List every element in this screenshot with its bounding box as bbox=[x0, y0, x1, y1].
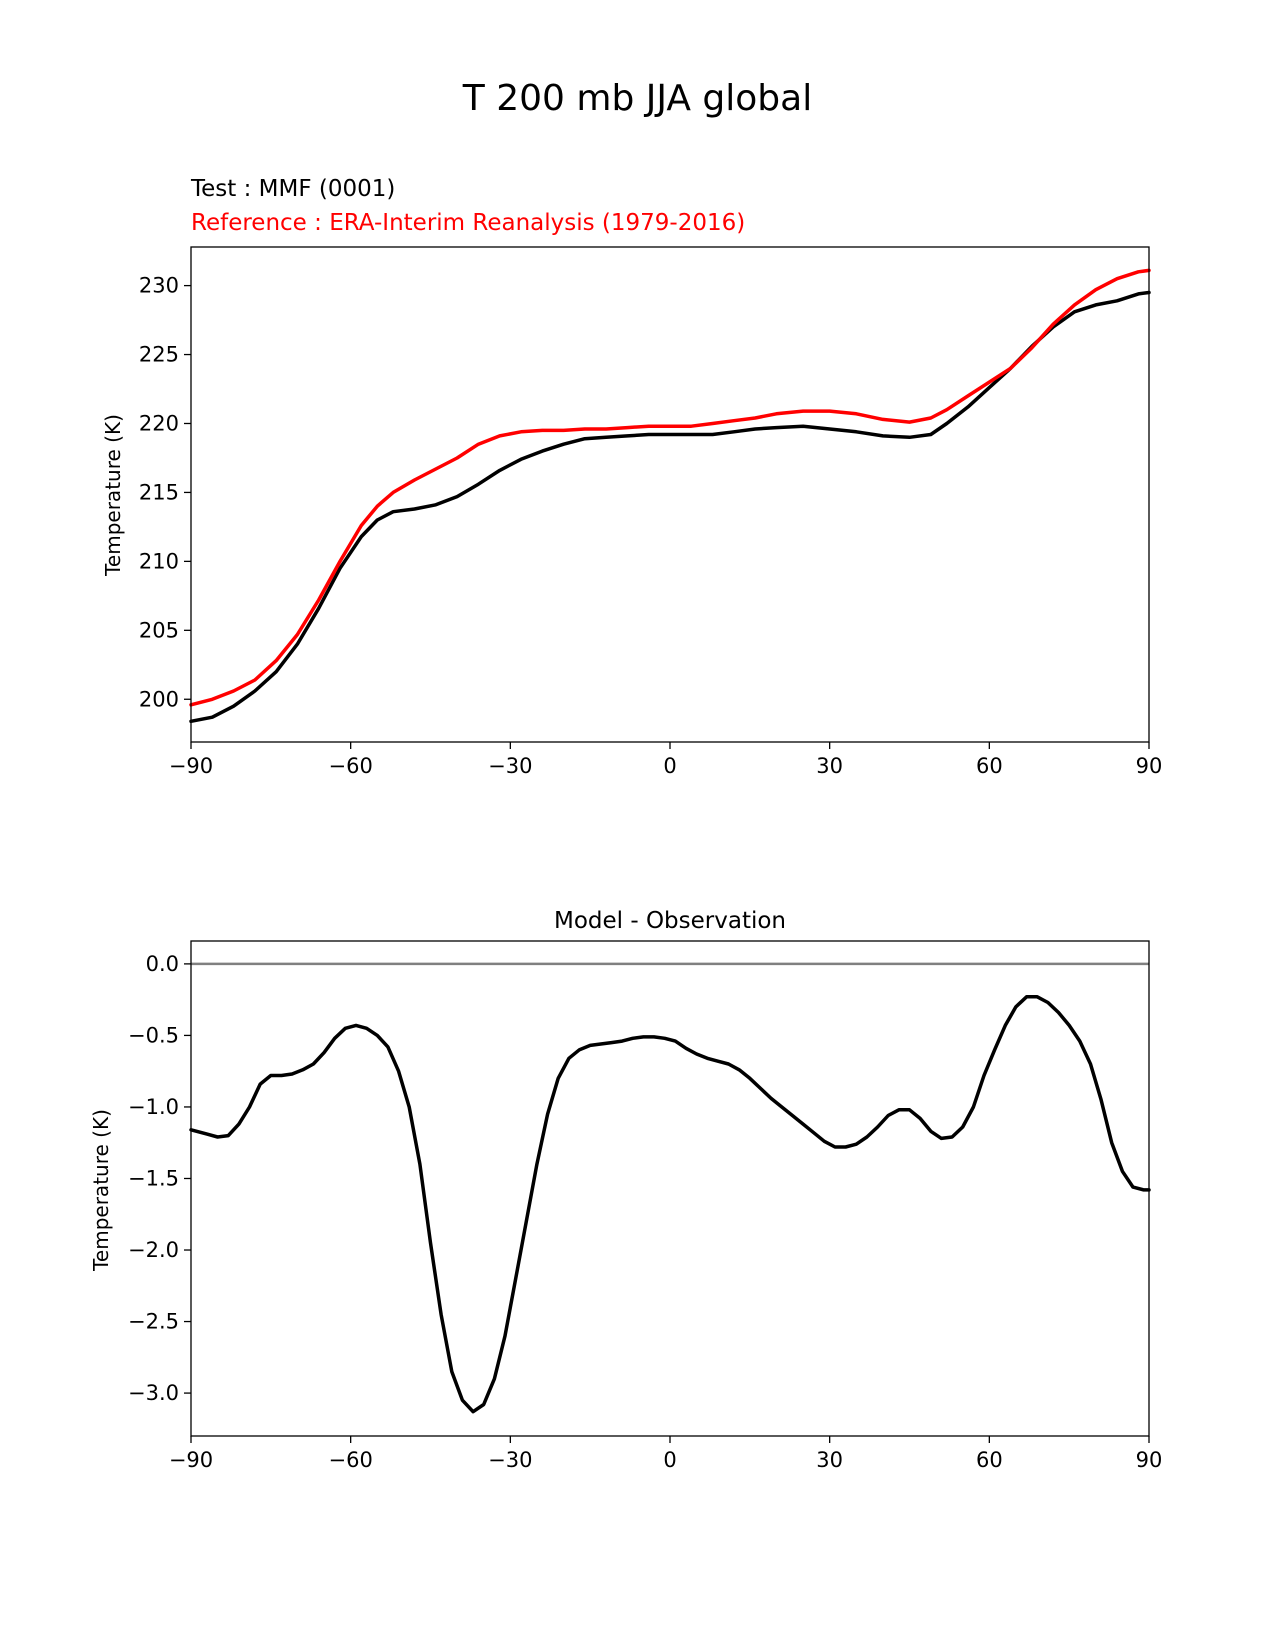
bottom-y-tick-label: 0.0 bbox=[146, 952, 179, 976]
top-y-tick-label: 215 bbox=[139, 480, 179, 504]
bottom-y-tick-label: −2.5 bbox=[128, 1310, 179, 1334]
bottom-x-tick-label: 30 bbox=[816, 1448, 843, 1472]
top-y-tick-label: 210 bbox=[139, 549, 179, 573]
top-series-line-0 bbox=[189, 290, 1151, 724]
bottom-series-line-0 bbox=[189, 995, 1151, 1414]
top-y-axis-label: Temperature (K) bbox=[101, 414, 125, 577]
bottom-y-tick-label: −1.0 bbox=[128, 1095, 179, 1119]
top-x-tick-label: 60 bbox=[976, 754, 1003, 778]
top-plot-frame bbox=[190, 246, 1150, 743]
top-y-axis: 200 205 210 215 220 225 230 bbox=[139, 274, 191, 711]
bottom-y-tick-label: −1.5 bbox=[128, 1166, 179, 1190]
bottom-y-tick-label: −2.0 bbox=[128, 1238, 179, 1262]
test-label: Test : MMF (0001) bbox=[190, 176, 395, 202]
bottom-x-tick-label: 60 bbox=[976, 1448, 1003, 1472]
bottom-y-tick-label: −0.5 bbox=[128, 1023, 179, 1047]
bottom-y-axis-label: Temperature (K) bbox=[89, 1109, 113, 1272]
figure-title: T 200 mb JJA global bbox=[462, 78, 812, 119]
bottom-x-tick-label: 90 bbox=[1136, 1448, 1163, 1472]
bottom-x-tick-label: 0 bbox=[663, 1448, 676, 1472]
bottom-x-axis: −90 −60 −30 0 30 60 90 bbox=[169, 1436, 1163, 1472]
top-y-tick-label: 230 bbox=[139, 274, 179, 298]
top-x-tick-label: 30 bbox=[816, 754, 843, 778]
top-y-tick-label: 205 bbox=[139, 618, 179, 642]
top-x-axis: −90 −60 −30 0 30 60 90 bbox=[169, 742, 1163, 778]
temperature-series-group bbox=[189, 268, 1151, 724]
bottom-x-tick-label: −30 bbox=[488, 1448, 532, 1472]
top-y-tick-label: 220 bbox=[139, 411, 179, 435]
reference-label: Reference : ERA-Interim Reanalysis (1979… bbox=[191, 210, 745, 236]
top-x-tick-label: 0 bbox=[663, 754, 676, 778]
bottom-x-tick-label: −60 bbox=[329, 1448, 373, 1472]
bottom-plot-frame bbox=[190, 940, 1150, 1437]
top-y-tick-label: 225 bbox=[139, 343, 179, 367]
top-x-tick-label: −60 bbox=[329, 754, 373, 778]
difference-title: Model - Observation bbox=[554, 908, 786, 934]
top-y-tick-label: 200 bbox=[139, 687, 179, 711]
bottom-y-tick-label: −3.0 bbox=[128, 1381, 179, 1405]
bottom-y-axis: 0.0 −0.5 −1.0 −1.5 −2.0 −2.5 −3.0 bbox=[128, 952, 191, 1405]
difference-panel: Model - Observation −90 −60 −30 0 30 60 90 0.0… bbox=[89, 908, 1162, 1472]
top-x-tick-label: 90 bbox=[1136, 754, 1163, 778]
top-x-tick-label: −30 bbox=[488, 754, 532, 778]
temperature-panel: Test : MMF (0001) Reference : ERA-Interi… bbox=[101, 176, 1162, 778]
difference-series-group bbox=[189, 995, 1151, 1414]
bottom-x-tick-label: −90 bbox=[169, 1448, 213, 1472]
top-x-tick-label: −90 bbox=[169, 754, 213, 778]
top-series-line-1 bbox=[189, 268, 1151, 707]
